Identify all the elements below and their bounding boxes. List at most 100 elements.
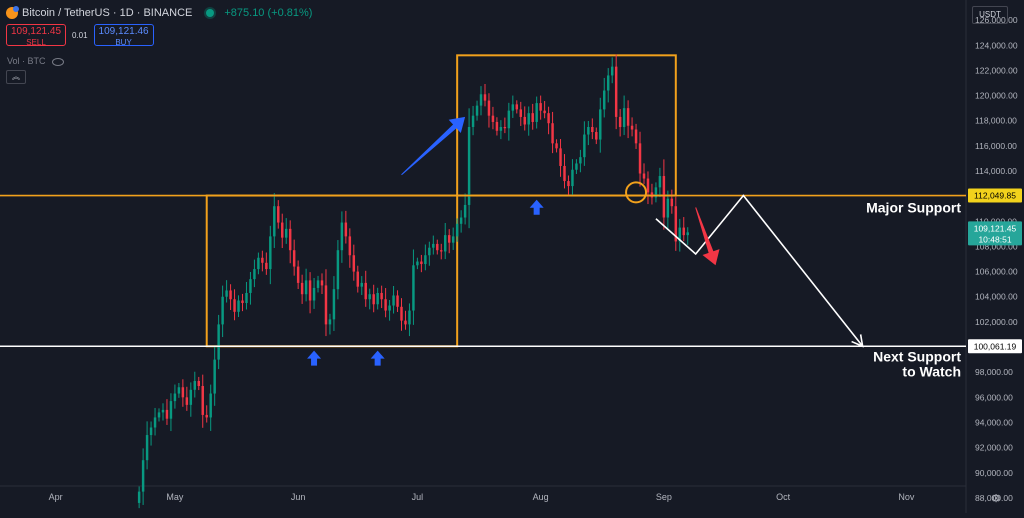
candle-body [221, 296, 224, 325]
candle-body [515, 104, 519, 110]
candle-body [618, 116, 622, 127]
candle-body [209, 393, 212, 418]
candle-body [495, 121, 499, 131]
candle-body [380, 292, 383, 300]
buy-label: BUY [115, 38, 132, 47]
up-arrow-icon [529, 199, 544, 215]
candle-body [213, 359, 216, 394]
candle-body [436, 243, 439, 251]
candle-body [249, 279, 252, 293]
candle-body [308, 280, 312, 301]
candle-body [396, 295, 399, 307]
x-tick-label: Sep [656, 492, 672, 502]
candle-body [237, 300, 240, 312]
candle-body [201, 386, 204, 415]
symbol-title[interactable]: Bitcoin / TetherUS · 1D · BINANCE [22, 7, 193, 19]
y-tick-label: 94,000.00 [975, 417, 1013, 427]
y-tick-label: 98,000.00 [975, 367, 1013, 377]
buy-button[interactable]: 109,121.46 BUY [93, 24, 154, 47]
x-tick-label: Aug [533, 492, 549, 502]
candle-body [614, 66, 618, 117]
candle-body [459, 217, 463, 224]
sell-button[interactable]: 109,121.45 SELL [6, 24, 66, 47]
candle-body [189, 389, 193, 405]
candle-body [682, 227, 685, 236]
candle-body [137, 491, 141, 503]
candle-body [610, 66, 614, 76]
candle-body [372, 294, 375, 305]
candle-body [491, 115, 495, 122]
candle-body [364, 282, 367, 300]
candle-body [662, 176, 666, 218]
y-tick-label: 90,000.00 [975, 468, 1013, 478]
x-tick-label: Jun [291, 492, 306, 502]
candle-body [408, 310, 411, 325]
collapse-indicators-button[interactable]: ︽ [6, 70, 26, 84]
level-price-label: 112,049.85 [974, 191, 1016, 201]
candle-body [595, 132, 598, 140]
candle-body [583, 134, 586, 158]
x-tick-label: Apr [49, 492, 63, 502]
candle-body [356, 271, 360, 287]
candle-body [173, 393, 177, 402]
candle-body [277, 206, 280, 223]
candle-body [281, 222, 284, 238]
volume-label: Vol · BTC [7, 56, 46, 66]
candle-body [412, 265, 415, 311]
symbol-header[interactable]: Bitcoin / TetherUS · 1D · BINANCE +875.1… [6, 6, 312, 19]
candle-body [463, 204, 467, 218]
spread-value: 0.01 [72, 30, 88, 40]
candle-body [368, 294, 371, 300]
candle-body [141, 460, 145, 492]
candle-body [646, 178, 650, 193]
candle-body [205, 414, 208, 418]
y-tick-label: 124,000.00 [975, 40, 1018, 50]
projection-arrowhead [851, 334, 864, 348]
y-tick-label: 116,000.00 [975, 141, 1017, 151]
settings-gear-icon[interactable]: ⚙ [991, 493, 1001, 505]
candle-body [527, 113, 530, 125]
candle-body [499, 126, 503, 131]
y-tick-label: 96,000.00 [975, 392, 1013, 402]
candle-body [531, 113, 534, 122]
candle-body [253, 269, 256, 280]
candle-body [654, 187, 658, 198]
candle-body [181, 387, 185, 398]
candle-body [638, 143, 642, 174]
candle-body [153, 417, 157, 428]
candle-body [284, 228, 288, 238]
candle-body [229, 290, 232, 300]
candle-body [269, 236, 272, 270]
candle-body [420, 261, 423, 265]
candle-body [336, 250, 340, 290]
up-arrow-icon [370, 350, 385, 366]
candle-body [257, 257, 260, 270]
y-tick-label: 120,000.00 [975, 91, 1018, 101]
x-tick-label: Jul [412, 492, 424, 502]
candle-body [630, 125, 634, 130]
currency-selector[interactable]: USDT [972, 6, 1008, 24]
candle-body [149, 427, 153, 436]
market-open-icon [206, 9, 215, 17]
candle-body [145, 435, 149, 461]
retest-circle-marker [625, 181, 648, 204]
candle-body [392, 295, 395, 306]
candle-body [432, 243, 435, 248]
candle-body [666, 198, 670, 218]
y-tick-label: 110,000.00 [975, 216, 1017, 226]
candle-body [332, 289, 336, 320]
eye-hidden-icon[interactable] [52, 57, 65, 66]
candle-body [428, 247, 431, 256]
candle-body [388, 305, 391, 311]
y-tick-label: 102,000.00 [975, 317, 1018, 327]
candle-body [169, 401, 173, 419]
current-price-tag [968, 221, 1022, 246]
level-price-label: 100,061.19 [974, 341, 1017, 351]
candle-body [559, 148, 562, 166]
candle-body [245, 292, 248, 304]
volume-indicator[interactable]: Vol · BTC [7, 56, 65, 66]
x-tick-label: May [166, 492, 184, 502]
